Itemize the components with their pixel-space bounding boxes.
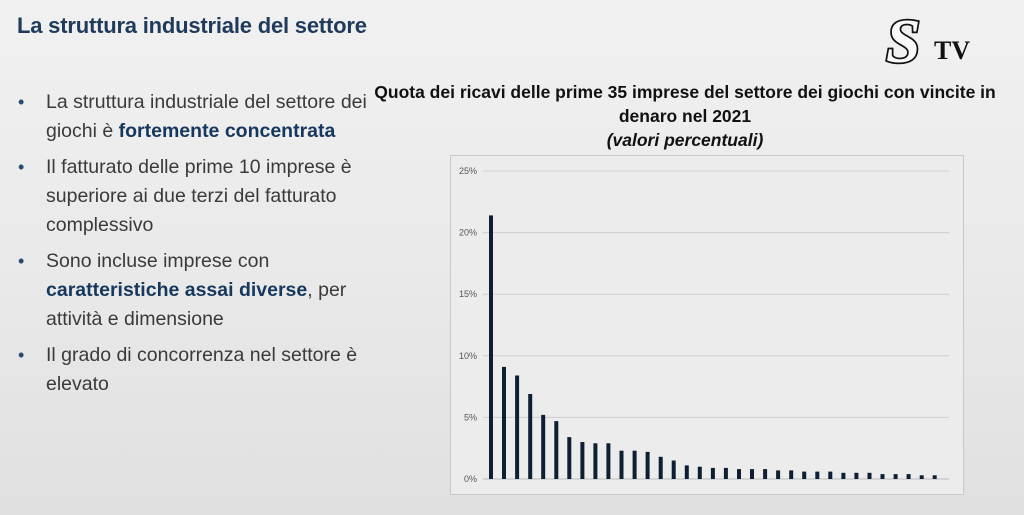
bullet-text: Il grado di concorrenza nel settore è el… [46,344,358,395]
bar [567,437,572,479]
y-tick-label: 5% [464,412,477,422]
logo-letter-s: S [886,8,920,70]
bar [723,467,728,479]
bar [828,471,833,479]
bullet-item: Sono incluse imprese con caratteristiche… [18,247,390,334]
bar [645,451,650,479]
bullet-text: Il fatturato delle prime 10 imprese è su… [46,156,352,236]
bar [671,460,676,479]
bar [867,472,872,479]
y-tick-label: 20% [459,228,477,238]
bar [815,471,820,479]
bar [893,474,898,479]
bar [789,470,794,479]
bar [763,469,768,479]
bullet-text: La struttura industriale del settore dei… [46,91,367,142]
stv-logo: S TV [884,6,970,70]
bar [750,469,754,479]
slide-title: La struttura industriale del settore [17,13,367,38]
bar [593,443,598,479]
bar [802,471,807,479]
bullet-item: Il fatturato delle prime 10 imprese è su… [18,153,390,240]
bar [658,456,663,479]
bullet-item: La struttura industriale del settore dei… [18,88,390,146]
bar [854,472,859,479]
bar [541,414,546,479]
chart-frame: 0% 5% 10% 15% 20% 25% [450,155,964,495]
bar [776,470,781,479]
bullet-emphasis: caratteristiche assai diverse [46,279,308,301]
bar [619,450,624,479]
bullet-emphasis: fortemente concentrata [118,120,336,142]
bar [580,442,585,479]
bar [684,465,689,479]
bar [737,469,741,479]
bar [932,475,937,479]
bar [632,450,637,479]
bar [697,466,702,479]
bar [906,474,911,479]
chart-subtitle: (valori percentuali) [606,130,764,150]
chart-title-block: Quota dei ricavi delle prime 35 imprese … [360,80,1010,152]
y-tick-label: 0% [464,474,477,484]
y-tick-label: 15% [459,289,477,299]
bar [710,467,715,479]
chart-title: Quota dei ricavi delle prime 35 imprese … [374,82,996,126]
bar [606,443,611,479]
logo-letters-tv: TV [934,36,970,65]
bar [489,215,493,479]
bar [515,375,520,479]
bullet-text: , per attività e dimensione [46,279,347,330]
bar [554,421,559,479]
bar [919,475,924,479]
y-tick-label: 10% [459,351,477,361]
bar [502,366,506,479]
bar-chart: 0% 5% 10% 15% 20% 25% [459,166,949,484]
bullet-list: La struttura industriale del settore dei… [18,88,390,406]
bar [880,474,885,479]
bullet-text: Sono incluse imprese con [46,250,270,272]
bar [841,472,846,479]
y-tick-label: 25% [459,166,477,176]
bar [528,394,533,479]
bullet-item: Il grado di concorrenza nel settore è el… [18,341,390,399]
